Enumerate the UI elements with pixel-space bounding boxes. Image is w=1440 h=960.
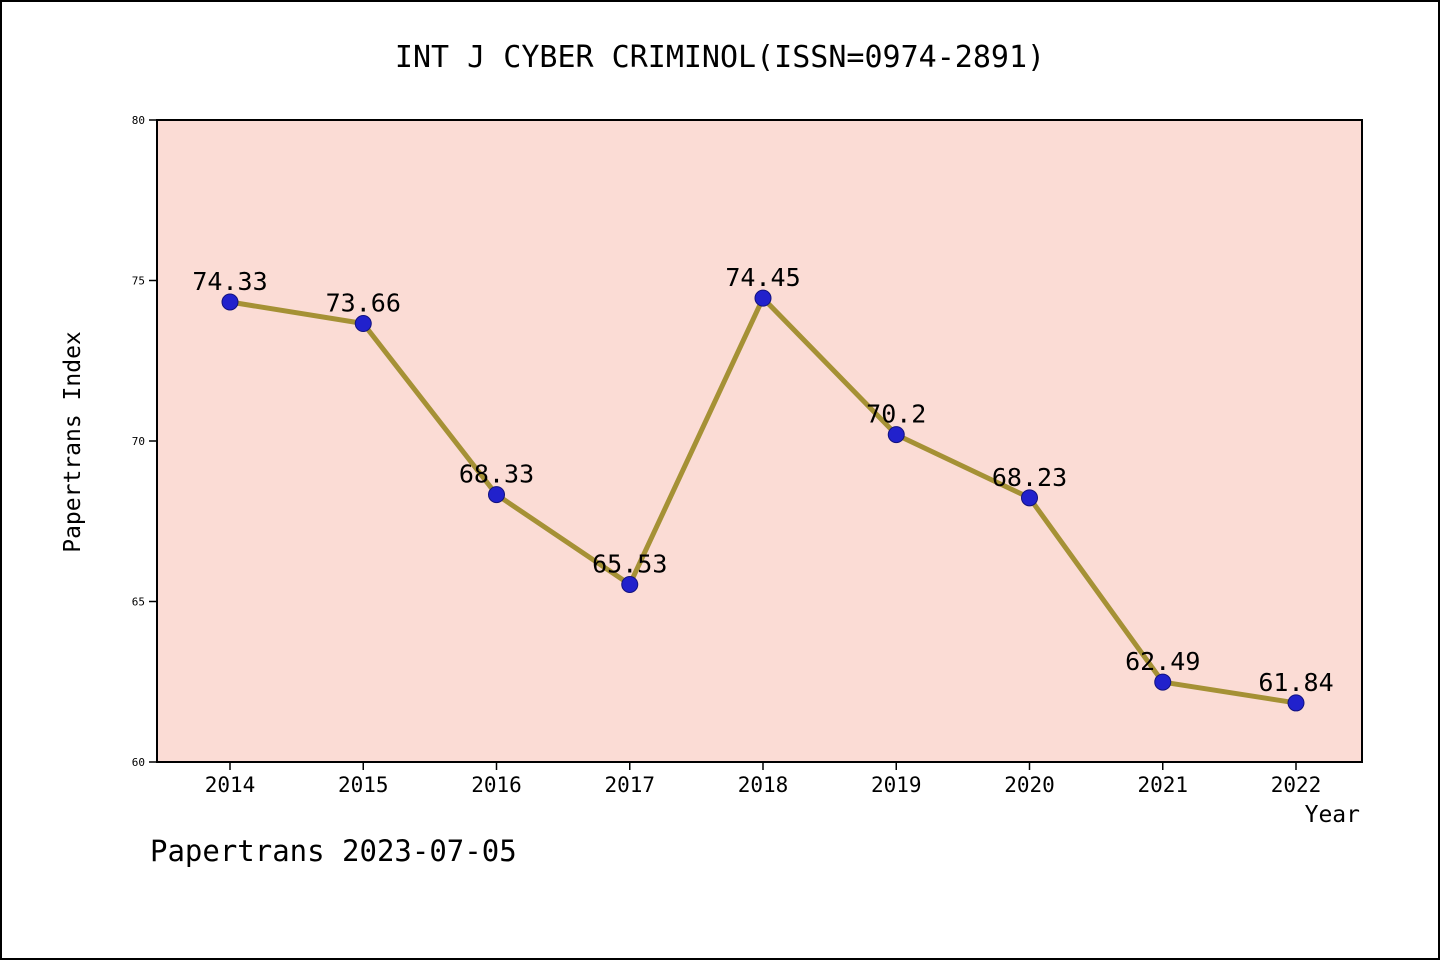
y-tick-label: 80 bbox=[132, 114, 145, 127]
point-label: 74.33 bbox=[192, 267, 267, 296]
point-label: 68.23 bbox=[992, 463, 1067, 492]
chart-title: INT J CYBER CRIMINOL(ISSN=0974-2891) bbox=[394, 40, 1046, 75]
x-axis-label: Year bbox=[1305, 802, 1360, 828]
x-tick-label: 2019 bbox=[871, 773, 922, 797]
plot-area bbox=[156, 119, 1363, 763]
y-tick-label: 70 bbox=[132, 435, 145, 448]
x-tick-label: 2020 bbox=[1004, 773, 1055, 797]
y-tick-label: 75 bbox=[132, 275, 145, 288]
data-point bbox=[1287, 694, 1305, 712]
x-tick-label: 2014 bbox=[205, 773, 256, 797]
x-tick-label: 2022 bbox=[1271, 773, 1322, 797]
y-axis-label: Papertrans Index bbox=[60, 331, 86, 553]
x-tick-label: 2016 bbox=[471, 773, 522, 797]
data-point bbox=[1021, 489, 1038, 507]
y-tick-label: 60 bbox=[132, 756, 145, 769]
data-point bbox=[488, 486, 505, 504]
point-label: 74.45 bbox=[725, 263, 800, 292]
data-point bbox=[754, 289, 772, 307]
point-label: 62.49 bbox=[1125, 647, 1200, 676]
watermark-text: Papertrans 2023-07-05 bbox=[150, 834, 517, 868]
data-point bbox=[354, 315, 372, 333]
x-tick-label: 2018 bbox=[738, 773, 789, 797]
point-label: 61.84 bbox=[1258, 668, 1333, 697]
point-label: 70.2 bbox=[866, 400, 926, 429]
data-point bbox=[1154, 673, 1172, 691]
point-label: 65.53 bbox=[592, 549, 667, 578]
data-point bbox=[221, 293, 239, 311]
x-tick-label: 2015 bbox=[338, 773, 389, 797]
point-label: 68.33 bbox=[459, 460, 534, 489]
data-point bbox=[887, 426, 905, 444]
x-tick-label: 2021 bbox=[1137, 773, 1188, 797]
data-point bbox=[621, 575, 639, 593]
y-tick-label: 65 bbox=[132, 596, 145, 609]
x-tick-label: 2017 bbox=[604, 773, 655, 797]
point-label: 73.66 bbox=[326, 289, 401, 318]
